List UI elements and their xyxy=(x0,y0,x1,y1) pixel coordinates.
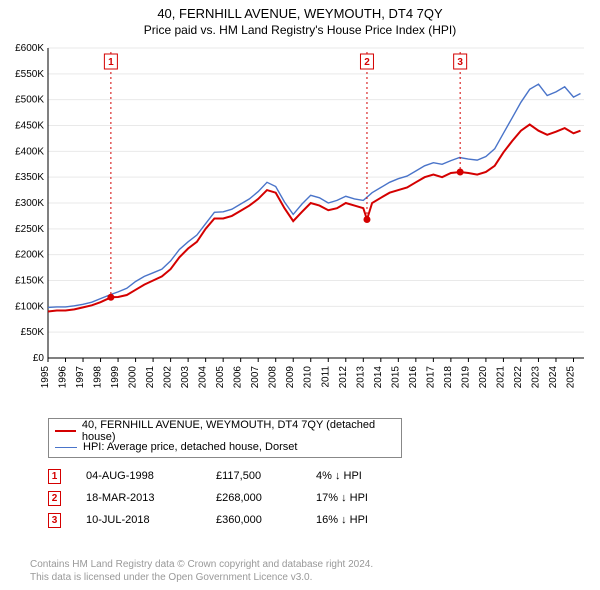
note-pct: 4% ↓ HPI xyxy=(316,470,362,482)
y-tick-label: £400K xyxy=(15,146,44,157)
y-tick-label: £0 xyxy=(33,353,45,364)
note-row: 1 04-AUG-1998 £117,500 4% ↓ HPI xyxy=(48,468,568,484)
y-tick-label: £300K xyxy=(15,198,44,209)
x-tick-label: 2009 xyxy=(285,366,296,389)
x-tick-label: 2024 xyxy=(548,366,559,389)
x-tick-label: 2007 xyxy=(250,366,261,389)
license-line-2: This data is licensed under the Open Gov… xyxy=(30,572,373,585)
x-tick-label: 2015 xyxy=(390,366,401,389)
x-tick-label: 2006 xyxy=(233,366,244,389)
legend-swatch-series2 xyxy=(55,447,77,448)
x-tick-label: 2017 xyxy=(425,366,436,389)
price-chart: £0 £50K £100K £150K £200K £250K £300K £350K £400… xyxy=(0,0,600,430)
note-price: £268,000 xyxy=(216,492,262,504)
note-price: £360,000 xyxy=(216,514,262,526)
marker-number: 1 xyxy=(108,57,114,68)
x-tick-label: 2020 xyxy=(478,366,489,389)
y-tick-label: £550K xyxy=(15,69,44,80)
x-tick-label: 2016 xyxy=(408,366,419,389)
note-date: 10-JUL-2018 xyxy=(86,514,150,526)
note-date: 18-MAR-2013 xyxy=(86,492,154,504)
series-hpi xyxy=(48,84,581,307)
y-tick-label: £50K xyxy=(21,327,45,338)
x-tick-label: 2005 xyxy=(215,366,226,389)
note-marker-box: 1 xyxy=(48,469,61,484)
x-tick-label: 1995 xyxy=(40,366,51,389)
series-property xyxy=(48,125,581,312)
x-tick-label: 2010 xyxy=(303,366,314,389)
x-tick-label: 2019 xyxy=(460,366,471,389)
x-tick-label: 2023 xyxy=(530,366,541,389)
y-tick-label: £100K xyxy=(15,301,44,312)
note-row: 3 10-JUL-2018 £360,000 16% ↓ HPI xyxy=(48,512,568,528)
x-tick-label: 2018 xyxy=(443,366,454,389)
x-tick-label: 1998 xyxy=(93,366,104,389)
note-price: £117,500 xyxy=(216,470,261,482)
y-tick-label: £350K xyxy=(15,172,44,183)
x-tick-label: 2013 xyxy=(355,366,366,389)
legend-label-series1: 40, FERNHILL AVENUE, WEYMOUTH, DT4 7QY (… xyxy=(82,419,395,443)
license-text: Contains HM Land Registry data © Crown c… xyxy=(30,559,373,584)
x-tick-label: 2003 xyxy=(180,366,191,389)
x-tick-label: 2002 xyxy=(163,366,174,389)
y-tick-label: £450K xyxy=(15,121,44,132)
x-tick-label: 2008 xyxy=(268,366,279,389)
legend-swatch-series1 xyxy=(55,430,76,432)
x-tick-label: 2011 xyxy=(320,366,331,388)
y-tick-label: £200K xyxy=(15,250,44,261)
x-tick-label: 2014 xyxy=(373,366,384,389)
note-marker-box: 3 xyxy=(48,513,61,528)
note-pct: 17% ↓ HPI xyxy=(316,492,368,504)
marker-number: 2 xyxy=(364,57,370,68)
x-tick-label: 2004 xyxy=(198,366,209,389)
marker-point xyxy=(457,169,464,176)
note-pct: 16% ↓ HPI xyxy=(316,514,368,526)
marker-point xyxy=(107,294,114,301)
y-tick-label: £250K xyxy=(15,224,44,235)
marker-point xyxy=(363,216,370,223)
license-line-1: Contains HM Land Registry data © Crown c… xyxy=(30,559,373,572)
x-tick-label: 1999 xyxy=(110,366,121,389)
x-tick-label: 1996 xyxy=(58,366,69,389)
x-tick-label: 2025 xyxy=(565,366,576,389)
y-tick-label: £150K xyxy=(15,276,44,287)
note-marker-box: 2 xyxy=(48,491,61,506)
x-tick-label: 2001 xyxy=(145,366,156,389)
x-tick-label: 1997 xyxy=(75,366,86,389)
x-tick-label: 2021 xyxy=(495,366,506,389)
legend-label-series2: HPI: Average price, detached house, Dors… xyxy=(83,441,297,453)
y-tick-label: £600K xyxy=(15,43,44,54)
x-tick-label: 2012 xyxy=(338,366,349,389)
note-row: 2 18-MAR-2013 £268,000 17% ↓ HPI xyxy=(48,490,568,506)
y-tick-label: £500K xyxy=(15,95,44,106)
note-date: 04-AUG-1998 xyxy=(86,470,154,482)
x-tick-label: 2000 xyxy=(128,366,139,389)
legend-item-series1: 40, FERNHILL AVENUE, WEYMOUTH, DT4 7QY (… xyxy=(55,423,395,439)
legend: 40, FERNHILL AVENUE, WEYMOUTH, DT4 7QY (… xyxy=(48,418,402,458)
marker-number: 3 xyxy=(457,57,463,68)
x-tick-label: 2022 xyxy=(513,366,524,389)
